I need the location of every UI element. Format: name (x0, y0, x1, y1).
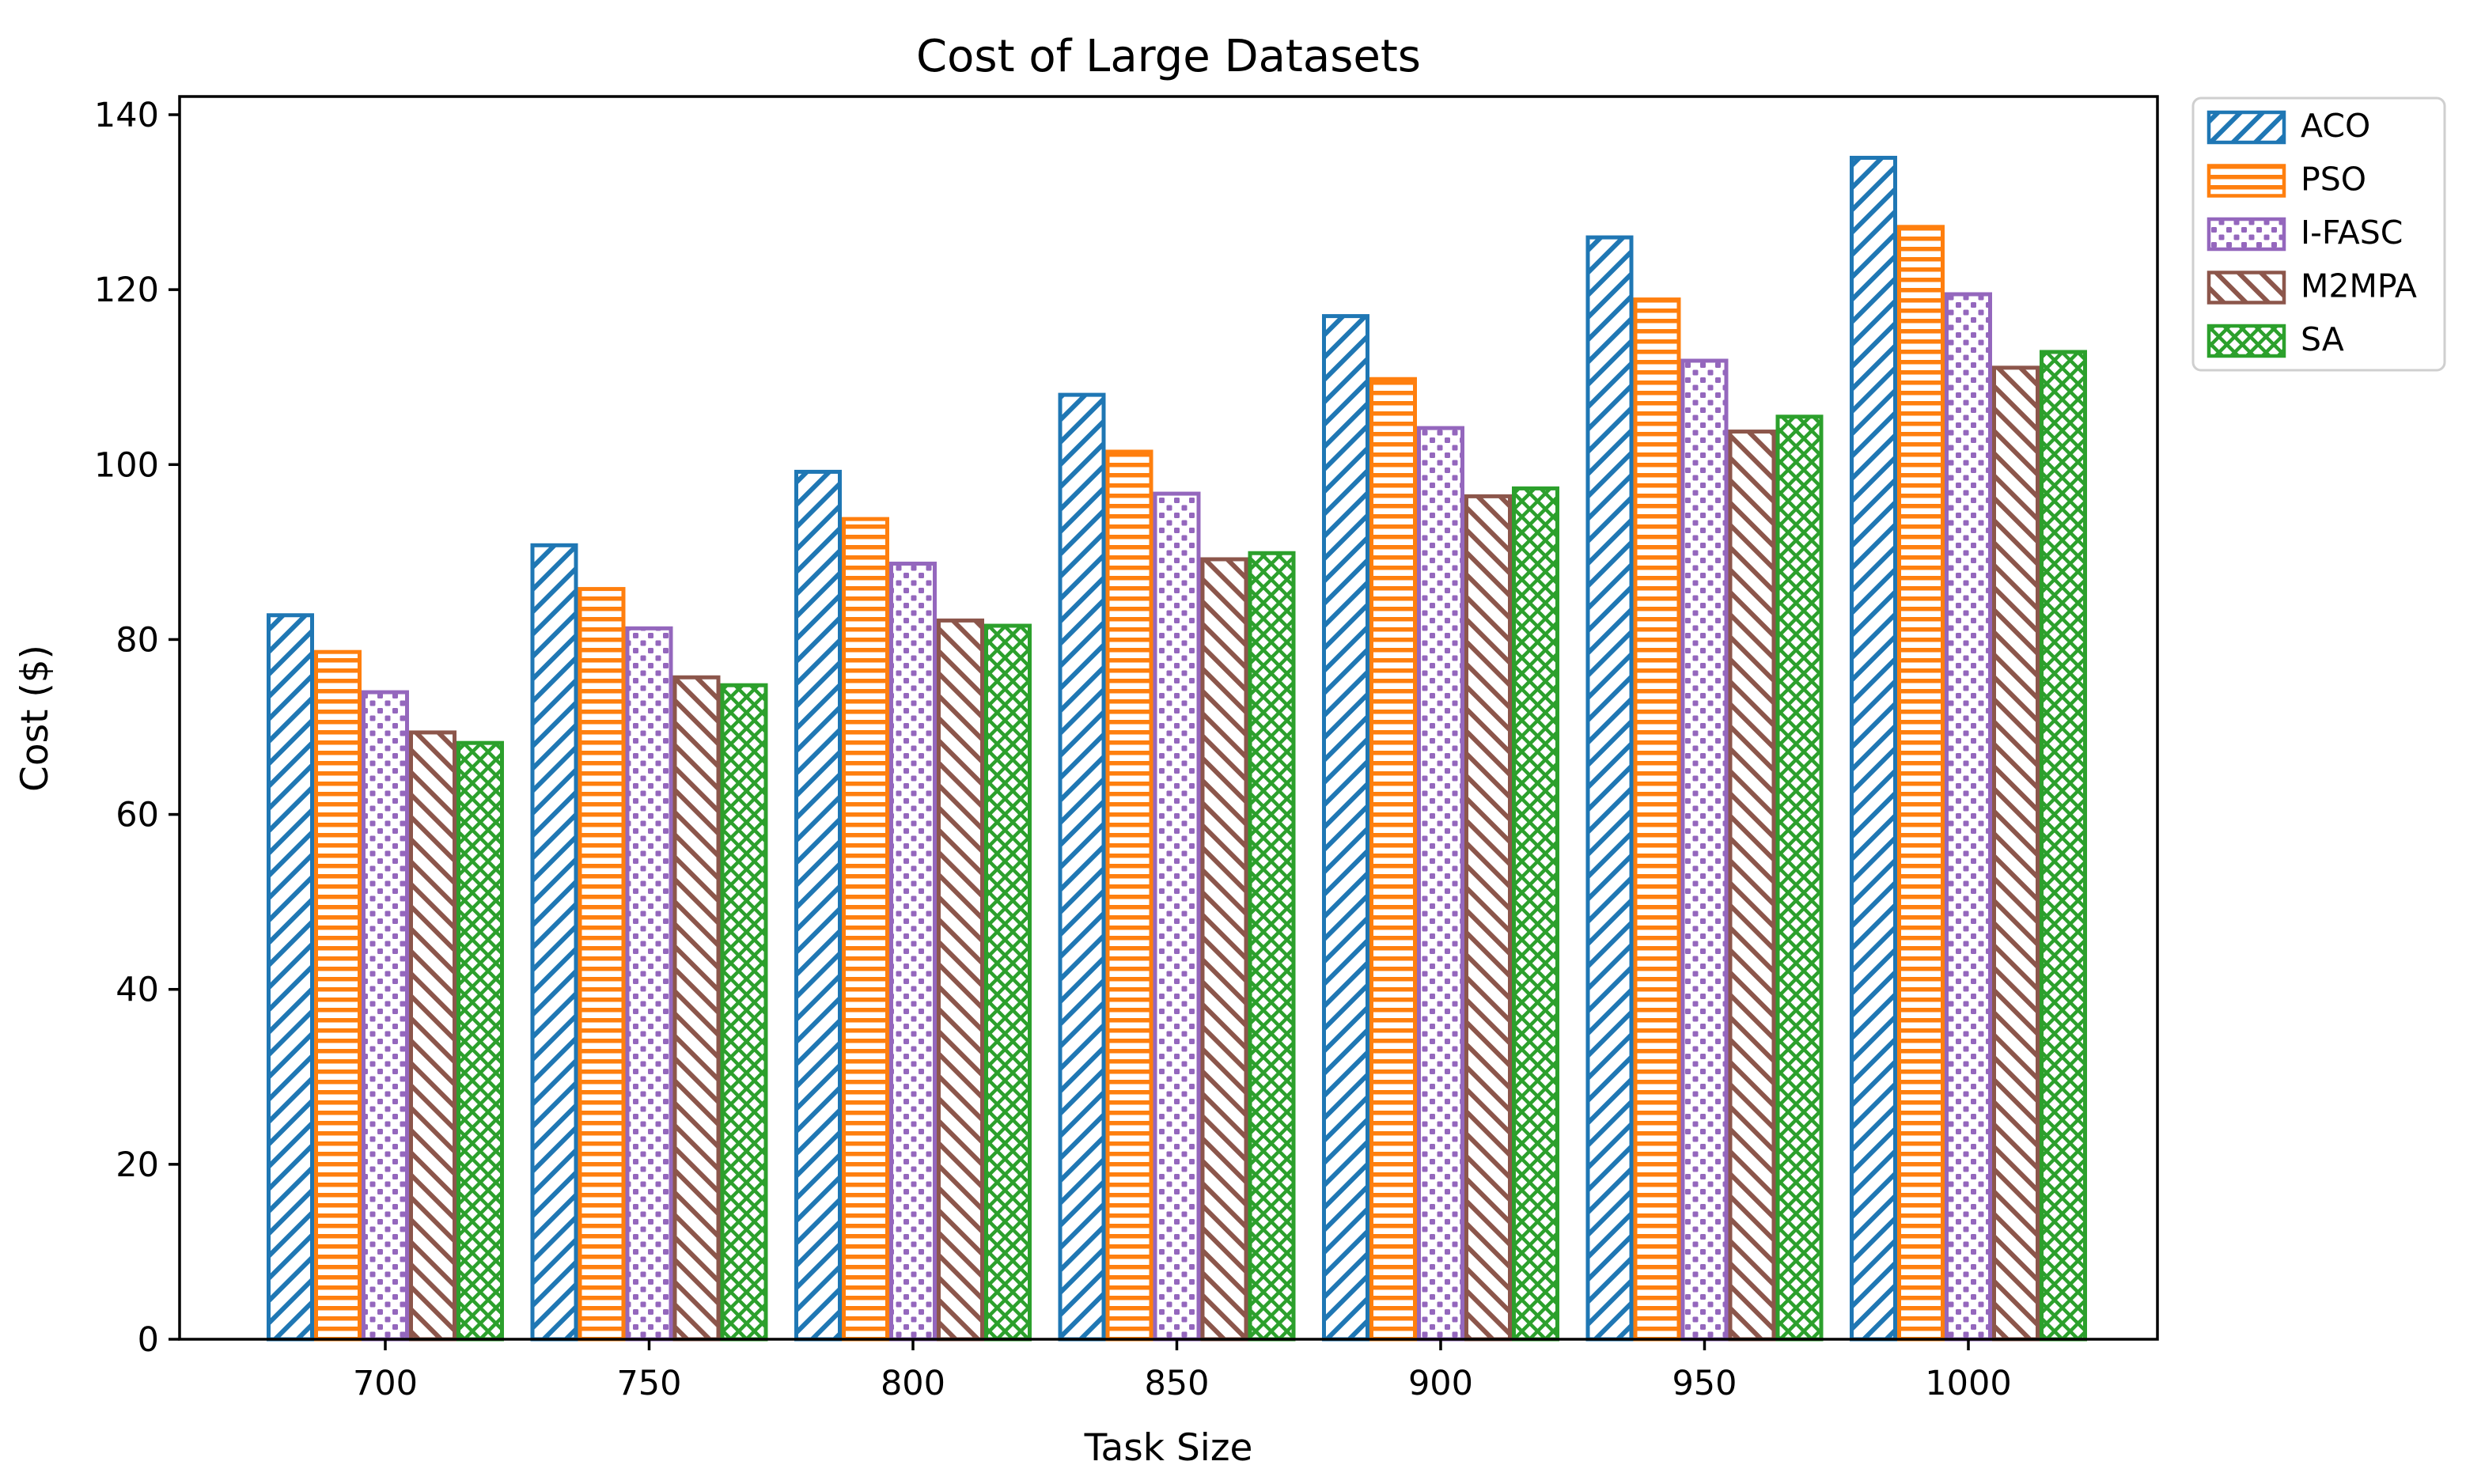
bar-PSO-800 (842, 517, 889, 1342)
legend: ACO PSO I-FASC M2MPA SA (2191, 97, 2446, 372)
bar-I-FASC-1000 (1945, 292, 1992, 1342)
y-tick-label-20: 20 (116, 1145, 159, 1185)
bar-ACO-800 (794, 469, 842, 1342)
y-tick-label-80: 80 (116, 620, 159, 660)
bar-ACO-1000 (1850, 155, 1897, 1342)
bar-I-FASC-950 (1680, 358, 1729, 1342)
legend-label-M2MPA: M2MPA (2301, 267, 2417, 305)
x-tick-label-1000: 1000 (1925, 1364, 2011, 1403)
legend-swatch-M2MPA (2207, 271, 2286, 305)
bar-I-FASC-900 (1417, 426, 1464, 1342)
chart-title: Cost of Large Datasets (916, 31, 1421, 82)
bar-SA-850 (1248, 551, 1296, 1342)
bar-SA-900 (1512, 486, 1559, 1342)
x-tick-label-750: 750 (616, 1364, 681, 1403)
bar-SA-1000 (2040, 350, 2087, 1342)
bars-layer (267, 155, 2087, 1342)
legend-label-PSO: PSO (2301, 161, 2366, 199)
x-axis-label: Task Size (1084, 1426, 1253, 1470)
y-tick-label-100: 100 (94, 445, 159, 485)
x-tick-label-850: 850 (1144, 1364, 1209, 1403)
y-tick-label-60: 60 (116, 796, 159, 835)
legend-item-I-FASC: I-FASC (2207, 214, 2403, 252)
bar-M2MPA-700 (409, 730, 456, 1342)
axes-layer: 0 20 40 60 80 100 120 140 700 750 800 850 900 950 1000 (94, 95, 2159, 1403)
bar-M2MPA-750 (672, 675, 721, 1342)
bar-M2MPA-900 (1464, 494, 1512, 1342)
y-tick-label-120: 120 (94, 271, 159, 310)
bar-M2MPA-950 (1728, 430, 1776, 1342)
bar-PSO-700 (314, 649, 362, 1342)
bar-ACO-950 (1585, 235, 1634, 1342)
bar-PSO-1000 (1897, 225, 1945, 1342)
legend-item-ACO: ACO (2207, 107, 2370, 145)
bar-I-FASC-700 (362, 690, 409, 1342)
bar-ACO-700 (267, 613, 314, 1342)
bar-SA-750 (720, 683, 768, 1342)
legend-item-M2MPA: M2MPA (2207, 267, 2417, 305)
bar-I-FASC-800 (889, 562, 937, 1342)
bar-ACO-750 (530, 543, 578, 1342)
bar-I-FASC-850 (1153, 491, 1201, 1342)
bar-I-FASC-750 (625, 626, 673, 1342)
bar-SA-950 (1775, 415, 1824, 1342)
bar-SA-800 (984, 623, 1032, 1342)
legend-label-I-FASC: I-FASC (2301, 214, 2403, 252)
y-tick-label-140: 140 (94, 96, 159, 135)
x-tick-label-900: 900 (1408, 1364, 1473, 1403)
bar-ACO-850 (1058, 392, 1106, 1342)
y-tick-label-40: 40 (116, 971, 159, 1010)
bar-M2MPA-800 (937, 618, 984, 1342)
bar-ACO-900 (1322, 314, 1369, 1342)
y-axis-label: Cost ($) (13, 645, 57, 792)
legend-swatch-PSO (2207, 164, 2286, 198)
bar-PSO-900 (1369, 377, 1417, 1342)
legend-swatch-I-FASC (2207, 217, 2286, 252)
bar-SA-700 (456, 740, 504, 1342)
x-tick-label-950: 950 (1672, 1364, 1737, 1403)
bar-PSO-950 (1633, 297, 1681, 1342)
legend-item-SA: SA (2207, 320, 2344, 358)
bar-M2MPA-1000 (1992, 365, 2040, 1342)
plot-border (178, 95, 2159, 1341)
bar-PSO-850 (1105, 449, 1153, 1342)
legend-item-PSO: PSO (2207, 161, 2366, 199)
bar-PSO-750 (578, 587, 626, 1342)
x-tick-label-800: 800 (881, 1364, 945, 1403)
legend-label-SA: SA (2301, 320, 2344, 358)
legend-label-ACO: ACO (2301, 107, 2370, 145)
bar-M2MPA-850 (1200, 557, 1248, 1342)
legend-swatch-ACO (2207, 110, 2286, 145)
y-tick-label-0: 0 (138, 1320, 159, 1360)
legend-swatch-SA (2207, 324, 2286, 358)
x-tick-label-700: 700 (353, 1364, 418, 1403)
